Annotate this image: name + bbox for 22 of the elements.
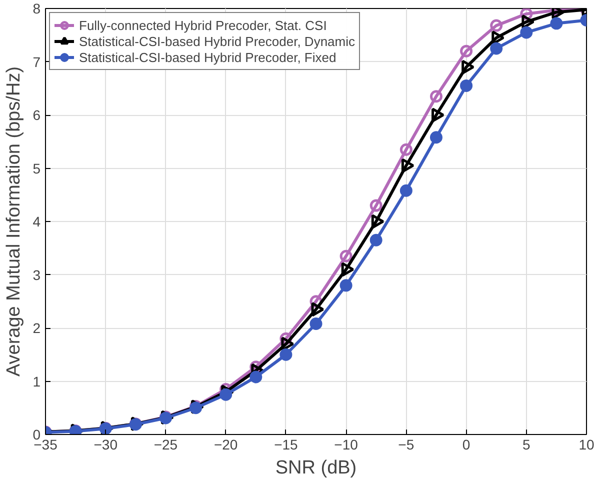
y-tick-label: 7 — [32, 54, 41, 70]
x-tick-label: −20 — [214, 436, 238, 452]
x-tick-label: −25 — [154, 436, 178, 452]
y-tick-label: 1 — [32, 373, 41, 390]
legend-label: Statistical-CSI-based Hybrid Precoder, Fixed — [79, 49, 336, 65]
x-tick-label: 0 — [462, 436, 470, 452]
y-tick-label: 5 — [32, 160, 41, 176]
y-tick-label: 6 — [32, 107, 41, 123]
y-tick-label: 3 — [32, 266, 41, 283]
y-tick-label: 8 — [32, 0, 41, 16]
x-tick-label: 10 — [578, 436, 594, 452]
x-tick-label: 5 — [522, 436, 530, 452]
x-tick-label: −15 — [274, 436, 298, 452]
y-tick-label: 4 — [32, 214, 41, 230]
x-tick-label: −30 — [94, 436, 118, 452]
x-tick-label: −10 — [334, 436, 358, 452]
y-tick-label: 2 — [32, 320, 41, 336]
legend-label: Fully-connected Hybrid Precoder, Stat. CSI — [79, 17, 327, 33]
legend-label: Statistical-CSI-based Hybrid Precoder, Dynamic — [79, 33, 355, 49]
x-axis-title: SNR (dB) — [275, 458, 357, 478]
x-tick-label: −5 — [398, 436, 414, 452]
y-axis-title: Average Mutual Information (bps/Hz) — [4, 66, 25, 377]
